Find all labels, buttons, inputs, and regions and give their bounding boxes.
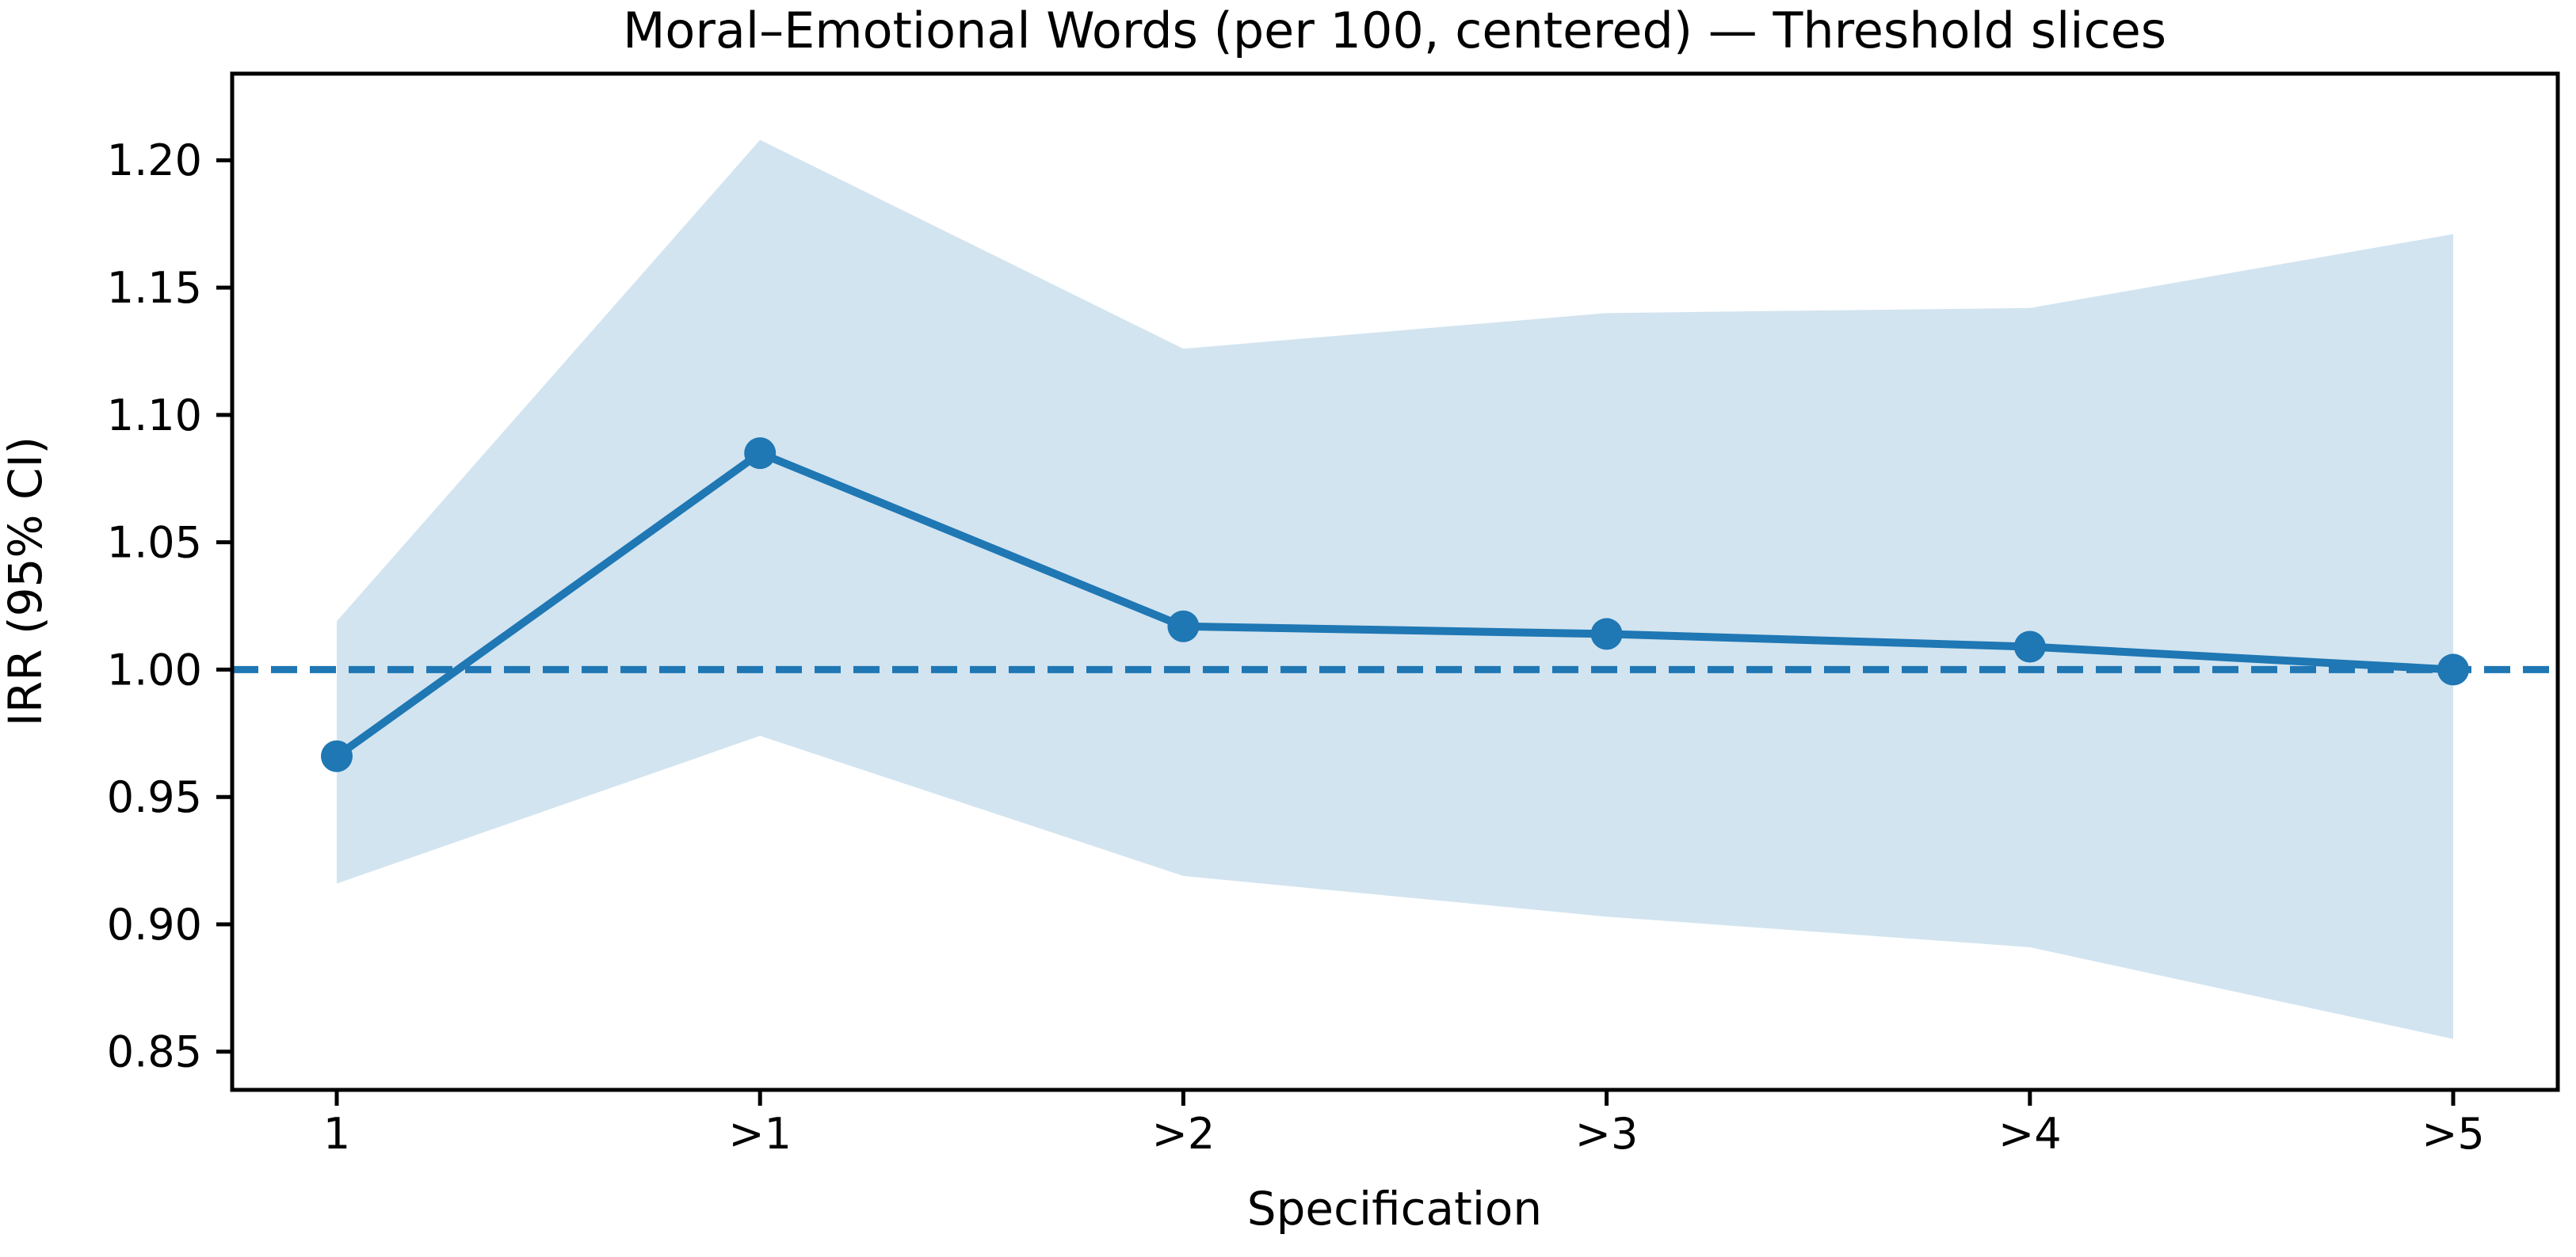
y-tick-label: 1.10 [107,390,202,440]
data-point-marker [1590,618,1623,650]
chart-title: Moral–Emotional Words (per 100, centered… [623,2,2166,59]
y-tick-label: 0.95 [107,772,202,822]
y-tick-label: 0.90 [107,900,202,950]
x-tick-label: >1 [728,1109,792,1159]
data-point-marker [2013,630,2046,663]
y-tick-label: 0.85 [107,1027,202,1077]
y-tick-label: 1.00 [107,645,202,695]
data-point-marker [744,437,777,470]
ci-band [337,139,2453,1039]
y-tick-label: 1.15 [107,263,202,313]
x-axis-label: Specification [1247,1182,1542,1236]
x-tick-label: >5 [2421,1109,2485,1159]
x-tick-label: >3 [1575,1109,1639,1159]
chart-shapes: 0.85 0.90 0.95 1.00 1.05 1.10 1.15 1.20 1 >1 >2 >3 >… [107,71,2560,1159]
axes-frame [230,71,2560,1092]
data-point-marker [1167,610,1200,642]
x-tick-label: >4 [1998,1109,2062,1159]
data-point-marker [2437,653,2469,686]
y-tick-label: 1.05 [107,518,202,568]
x-tick-label: >2 [1152,1109,1215,1159]
irr-line [333,449,2457,760]
data-point-marker [321,740,353,772]
x-tick-label: 1 [323,1109,350,1159]
y-tick-label: 1.20 [107,135,202,185]
y-axis-label: IRR (95% CI) [0,436,52,726]
